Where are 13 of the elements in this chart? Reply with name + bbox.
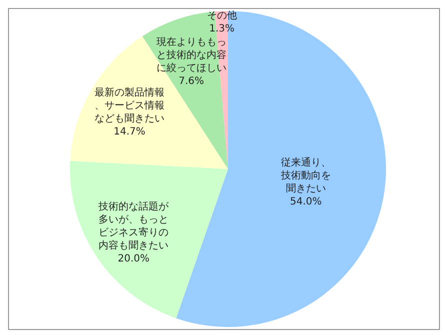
data-label: 7.6% xyxy=(178,76,204,87)
data-label: 14.7% xyxy=(114,126,146,138)
pie-slice xyxy=(176,11,386,327)
pie-slice xyxy=(70,160,228,318)
slice-label: その他 xyxy=(206,9,237,22)
slice-label: 技術的な話題が多いが、もっとビジネス寄りの内容も聞きたい xyxy=(98,200,170,252)
pie-slice xyxy=(70,36,228,169)
slice-label: 最新の製品情報、サービス情報なども聞きたい xyxy=(94,86,165,124)
data-label: 20.0% xyxy=(118,253,150,264)
slice-label: 従来通り、技術動向を聞きたい xyxy=(280,156,331,194)
data-label: 54.0% xyxy=(290,196,322,208)
data-label: 1.3% xyxy=(209,23,235,34)
slice-label: 現在よりももっと技術的な内容に絞ってほしい xyxy=(156,36,226,74)
